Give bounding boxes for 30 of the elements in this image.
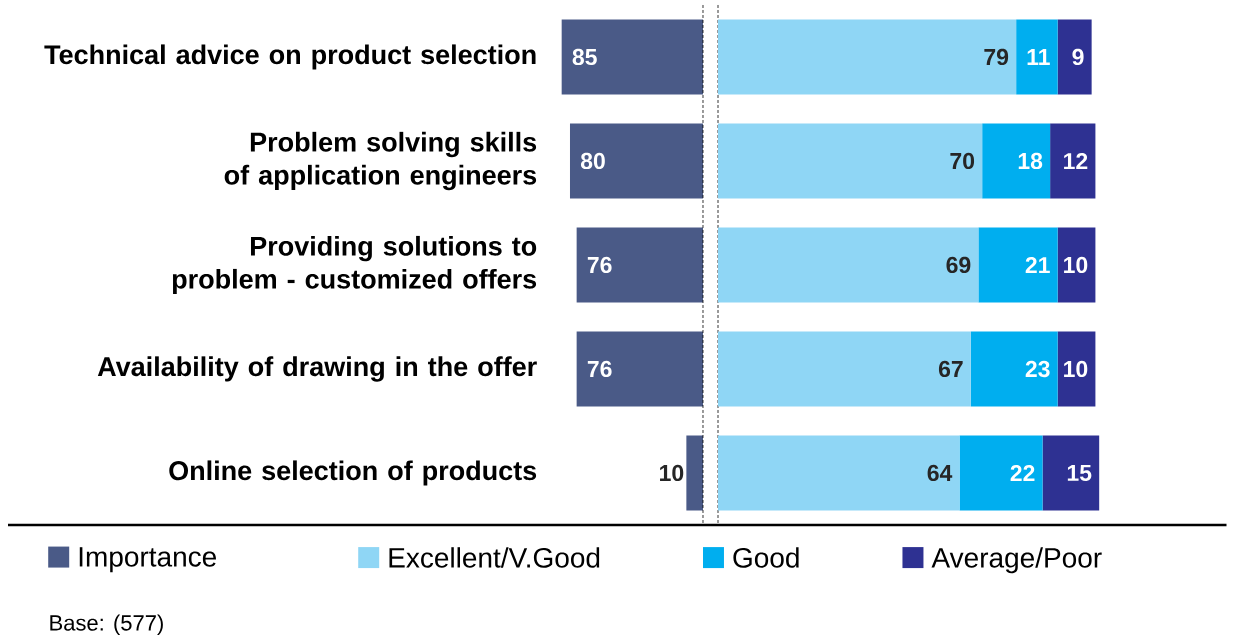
text: Base: (577) — [50, 614, 163, 636]
legend-label: Excellent/V.Good — [389, 547, 600, 568]
data-label: 15 — [1067, 464, 1092, 481]
data-label: 10 — [1064, 360, 1088, 378]
data-label: 10 — [660, 464, 684, 482]
data-label: 12 — [1064, 152, 1088, 170]
data-label: 21 — [1025, 256, 1050, 274]
y-tick-label: Online selection of products — [169, 460, 537, 486]
data-label: 64 — [927, 464, 953, 482]
data-label: 23 — [1025, 360, 1050, 378]
y-tick-label: Providing solutions to problem - customized offers — [172, 235, 537, 295]
data-label: 9 — [1072, 48, 1084, 66]
legend-label: Importance — [79, 547, 216, 573]
data-label: 80 — [580, 152, 605, 170]
data-label: 67 — [938, 360, 963, 378]
data-label: 76 — [587, 256, 612, 274]
data-label: 79 — [984, 48, 1009, 66]
data-label: 85 — [572, 48, 597, 66]
y-tick-label: Availability of drawing in the offer — [97, 356, 537, 382]
data-label: 22 — [1010, 464, 1035, 482]
y-tick-label: Problem solving skills of application engineers — [224, 131, 537, 191]
data-label: 69 — [946, 256, 971, 274]
data-label: 76 — [587, 360, 612, 378]
y-tick-label: Technical advice on product selection — [44, 44, 536, 70]
data-label: 18 — [1018, 152, 1043, 170]
data-label: 70 — [950, 152, 975, 170]
legend-label: Average/Poor — [931, 547, 1102, 574]
legend-label: Good — [733, 547, 799, 568]
data-label: 10 — [1064, 256, 1088, 274]
data-label: 11 — [1027, 49, 1050, 65]
